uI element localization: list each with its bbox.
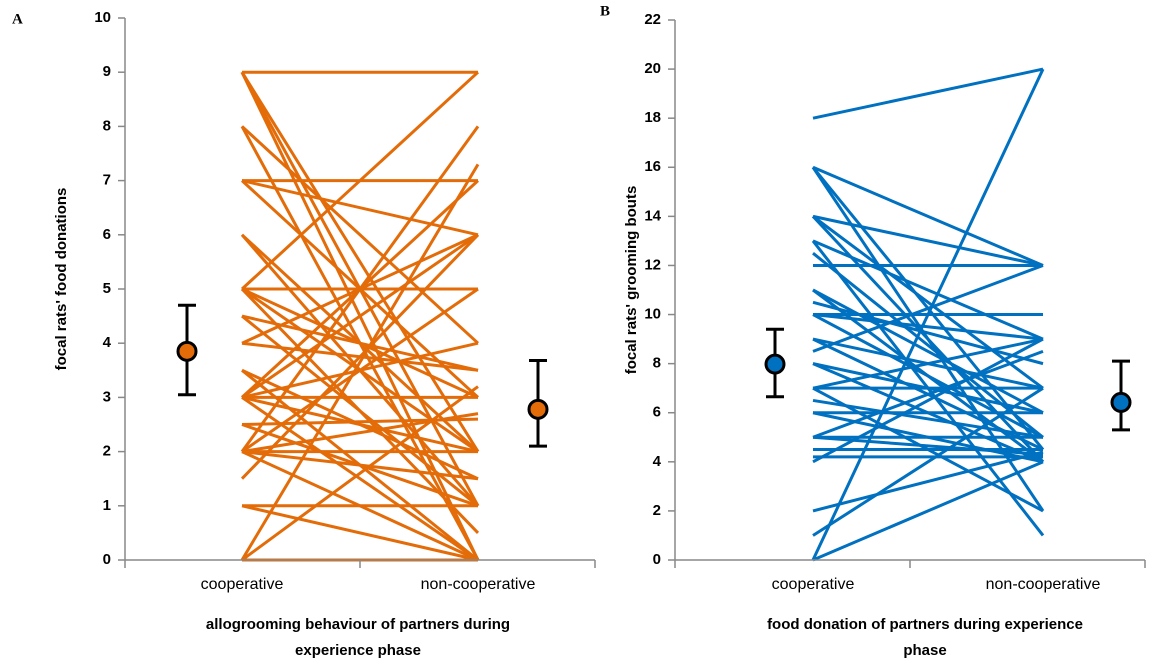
y-tick-label: 1	[103, 497, 111, 514]
pair-line	[812, 165, 1044, 267]
y-tick-label: 4	[103, 334, 112, 351]
pair-line	[812, 460, 1044, 562]
y-tick-label: 6	[653, 404, 661, 421]
pair-line	[240, 71, 480, 291]
pair-line	[812, 313, 1044, 439]
pair-line	[812, 450, 1044, 513]
x-axis-label: allogrooming behaviour of partners durin…	[206, 616, 510, 633]
y-tick-label: 16	[644, 158, 661, 175]
y-tick-label: 8	[653, 355, 661, 372]
pair-line	[241, 385, 479, 562]
pair-line	[241, 504, 479, 562]
pair-line	[240, 163, 480, 561]
y-tick-label: 18	[644, 109, 661, 126]
y-tick-label: 0	[103, 551, 111, 568]
pair-line	[812, 386, 1044, 537]
x-tick-label: cooperative	[772, 576, 855, 593]
x-tick-label: non-cooperative	[421, 576, 536, 593]
y-tick-label: 20	[644, 60, 661, 77]
pair-line	[241, 233, 479, 399]
mean-marker	[176, 340, 198, 362]
pair-line	[812, 398, 1044, 439]
pair-line	[240, 71, 480, 453]
y-tick-label: 10	[644, 306, 661, 323]
pair-line	[812, 264, 1044, 353]
y-tick-label: 8	[103, 117, 111, 134]
x-axis-label: phase	[903, 642, 946, 659]
y-axis-label: focal rats' food donations	[53, 188, 70, 371]
pair-line	[241, 412, 479, 454]
mean-marker	[1110, 391, 1132, 413]
pair-line	[241, 450, 479, 481]
panel-label: A	[12, 11, 23, 27]
mean-marker	[527, 398, 549, 420]
y-tick-label: 5	[103, 280, 111, 297]
y-tick-label: 4	[653, 453, 662, 470]
y-axis-label: focal rats' grooming bouts	[623, 186, 640, 375]
y-tick-label: 6	[103, 226, 111, 243]
pair-line	[241, 179, 479, 237]
pair-line	[812, 349, 1044, 439]
pair-line	[241, 341, 479, 399]
mean-marker	[764, 353, 786, 375]
x-tick-label: cooperative	[201, 576, 284, 593]
pair-line	[812, 337, 1044, 390]
y-tick-label: 22	[644, 11, 661, 28]
pair-line	[241, 395, 479, 454]
pair-line	[240, 125, 480, 345]
pair-line	[812, 67, 1044, 120]
pair-line	[812, 288, 1044, 415]
x-tick-label: non-cooperative	[986, 576, 1101, 593]
y-tick-label: 2	[103, 443, 111, 460]
pair-line	[240, 233, 480, 480]
pair-line	[240, 125, 480, 453]
y-tick-label: 10	[94, 9, 111, 26]
pair-line	[812, 300, 1044, 366]
pair-line	[241, 314, 479, 372]
pair-line	[812, 337, 1044, 464]
pair-line	[812, 239, 1044, 341]
y-tick-label: 3	[103, 388, 111, 405]
y-tick-label: 7	[103, 172, 111, 189]
y-tick-label: 14	[644, 207, 661, 224]
y-tick-label: 0	[653, 551, 661, 568]
pair-line	[812, 313, 1044, 341]
x-axis-label: experience phase	[295, 642, 421, 659]
pair-line	[812, 214, 1044, 267]
y-tick-label: 9	[103, 63, 111, 80]
y-tick-label: 12	[644, 256, 661, 273]
y-tick-label: 2	[653, 502, 661, 519]
pair-line	[812, 252, 1044, 439]
panel-label: B	[600, 3, 610, 19]
x-axis-label: food donation of partners during experie…	[767, 616, 1083, 633]
